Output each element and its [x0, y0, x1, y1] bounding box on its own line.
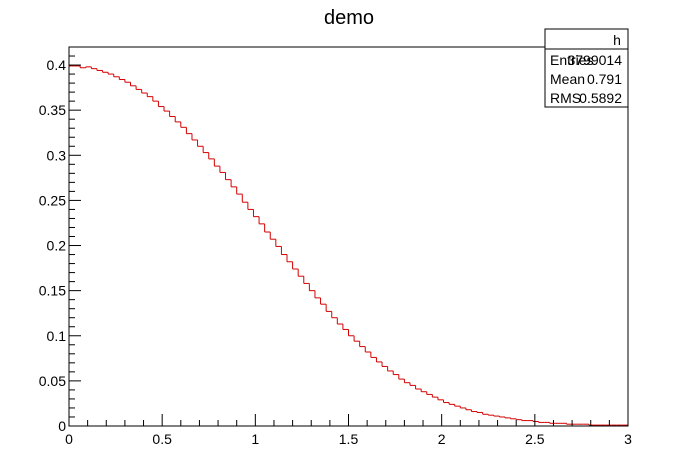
plot-frame [68, 46, 629, 427]
x-tick-label: 0.5 [152, 431, 172, 447]
stats-rms-label: RMS [550, 90, 581, 106]
x-tick-label: 1 [251, 431, 259, 447]
y-tick-label: 0.05 [39, 373, 66, 389]
y-tick-label: 0.1 [47, 328, 67, 344]
stats-entries-value: 3799014 [567, 52, 622, 68]
y-tick-label: 0 [58, 418, 66, 434]
stats-entries-label: Entries [550, 52, 594, 68]
x-tick-label: 3 [624, 431, 632, 447]
stats-mean-label: Mean [550, 71, 585, 87]
stats-rms-value: 0.5892 [579, 90, 622, 106]
y-tick-label: 0.15 [39, 283, 66, 299]
x-tick-label: 2.5 [525, 431, 545, 447]
y-tick-label: 0.35 [39, 102, 66, 118]
x-tick-label: 0 [65, 431, 73, 447]
y-tick-label: 0.3 [47, 147, 67, 163]
x-tick-label: 2 [438, 431, 446, 447]
stats-box: h Entries 3799014 Mean 0.791 RMS 0.5892 [544, 28, 629, 108]
axes-layer: 0 0.5 1 1.5 2 2.5 3 0 0.05 0.1 0.15 0.2 0.25 0.3 0.35 0… [39, 46, 632, 447]
stats-box-frame [544, 28, 629, 108]
stats-mean-value: 0.791 [587, 71, 622, 87]
chart-title: demo [324, 7, 374, 29]
y-tick-label: 0.4 [47, 57, 67, 73]
y-tick-label: 0.25 [39, 192, 66, 208]
histogram-layer [68, 65, 629, 426]
x-tick-label: 1.5 [339, 431, 359, 447]
stats-box-name: h [613, 32, 621, 48]
y-tick-label: 0.2 [47, 238, 67, 254]
